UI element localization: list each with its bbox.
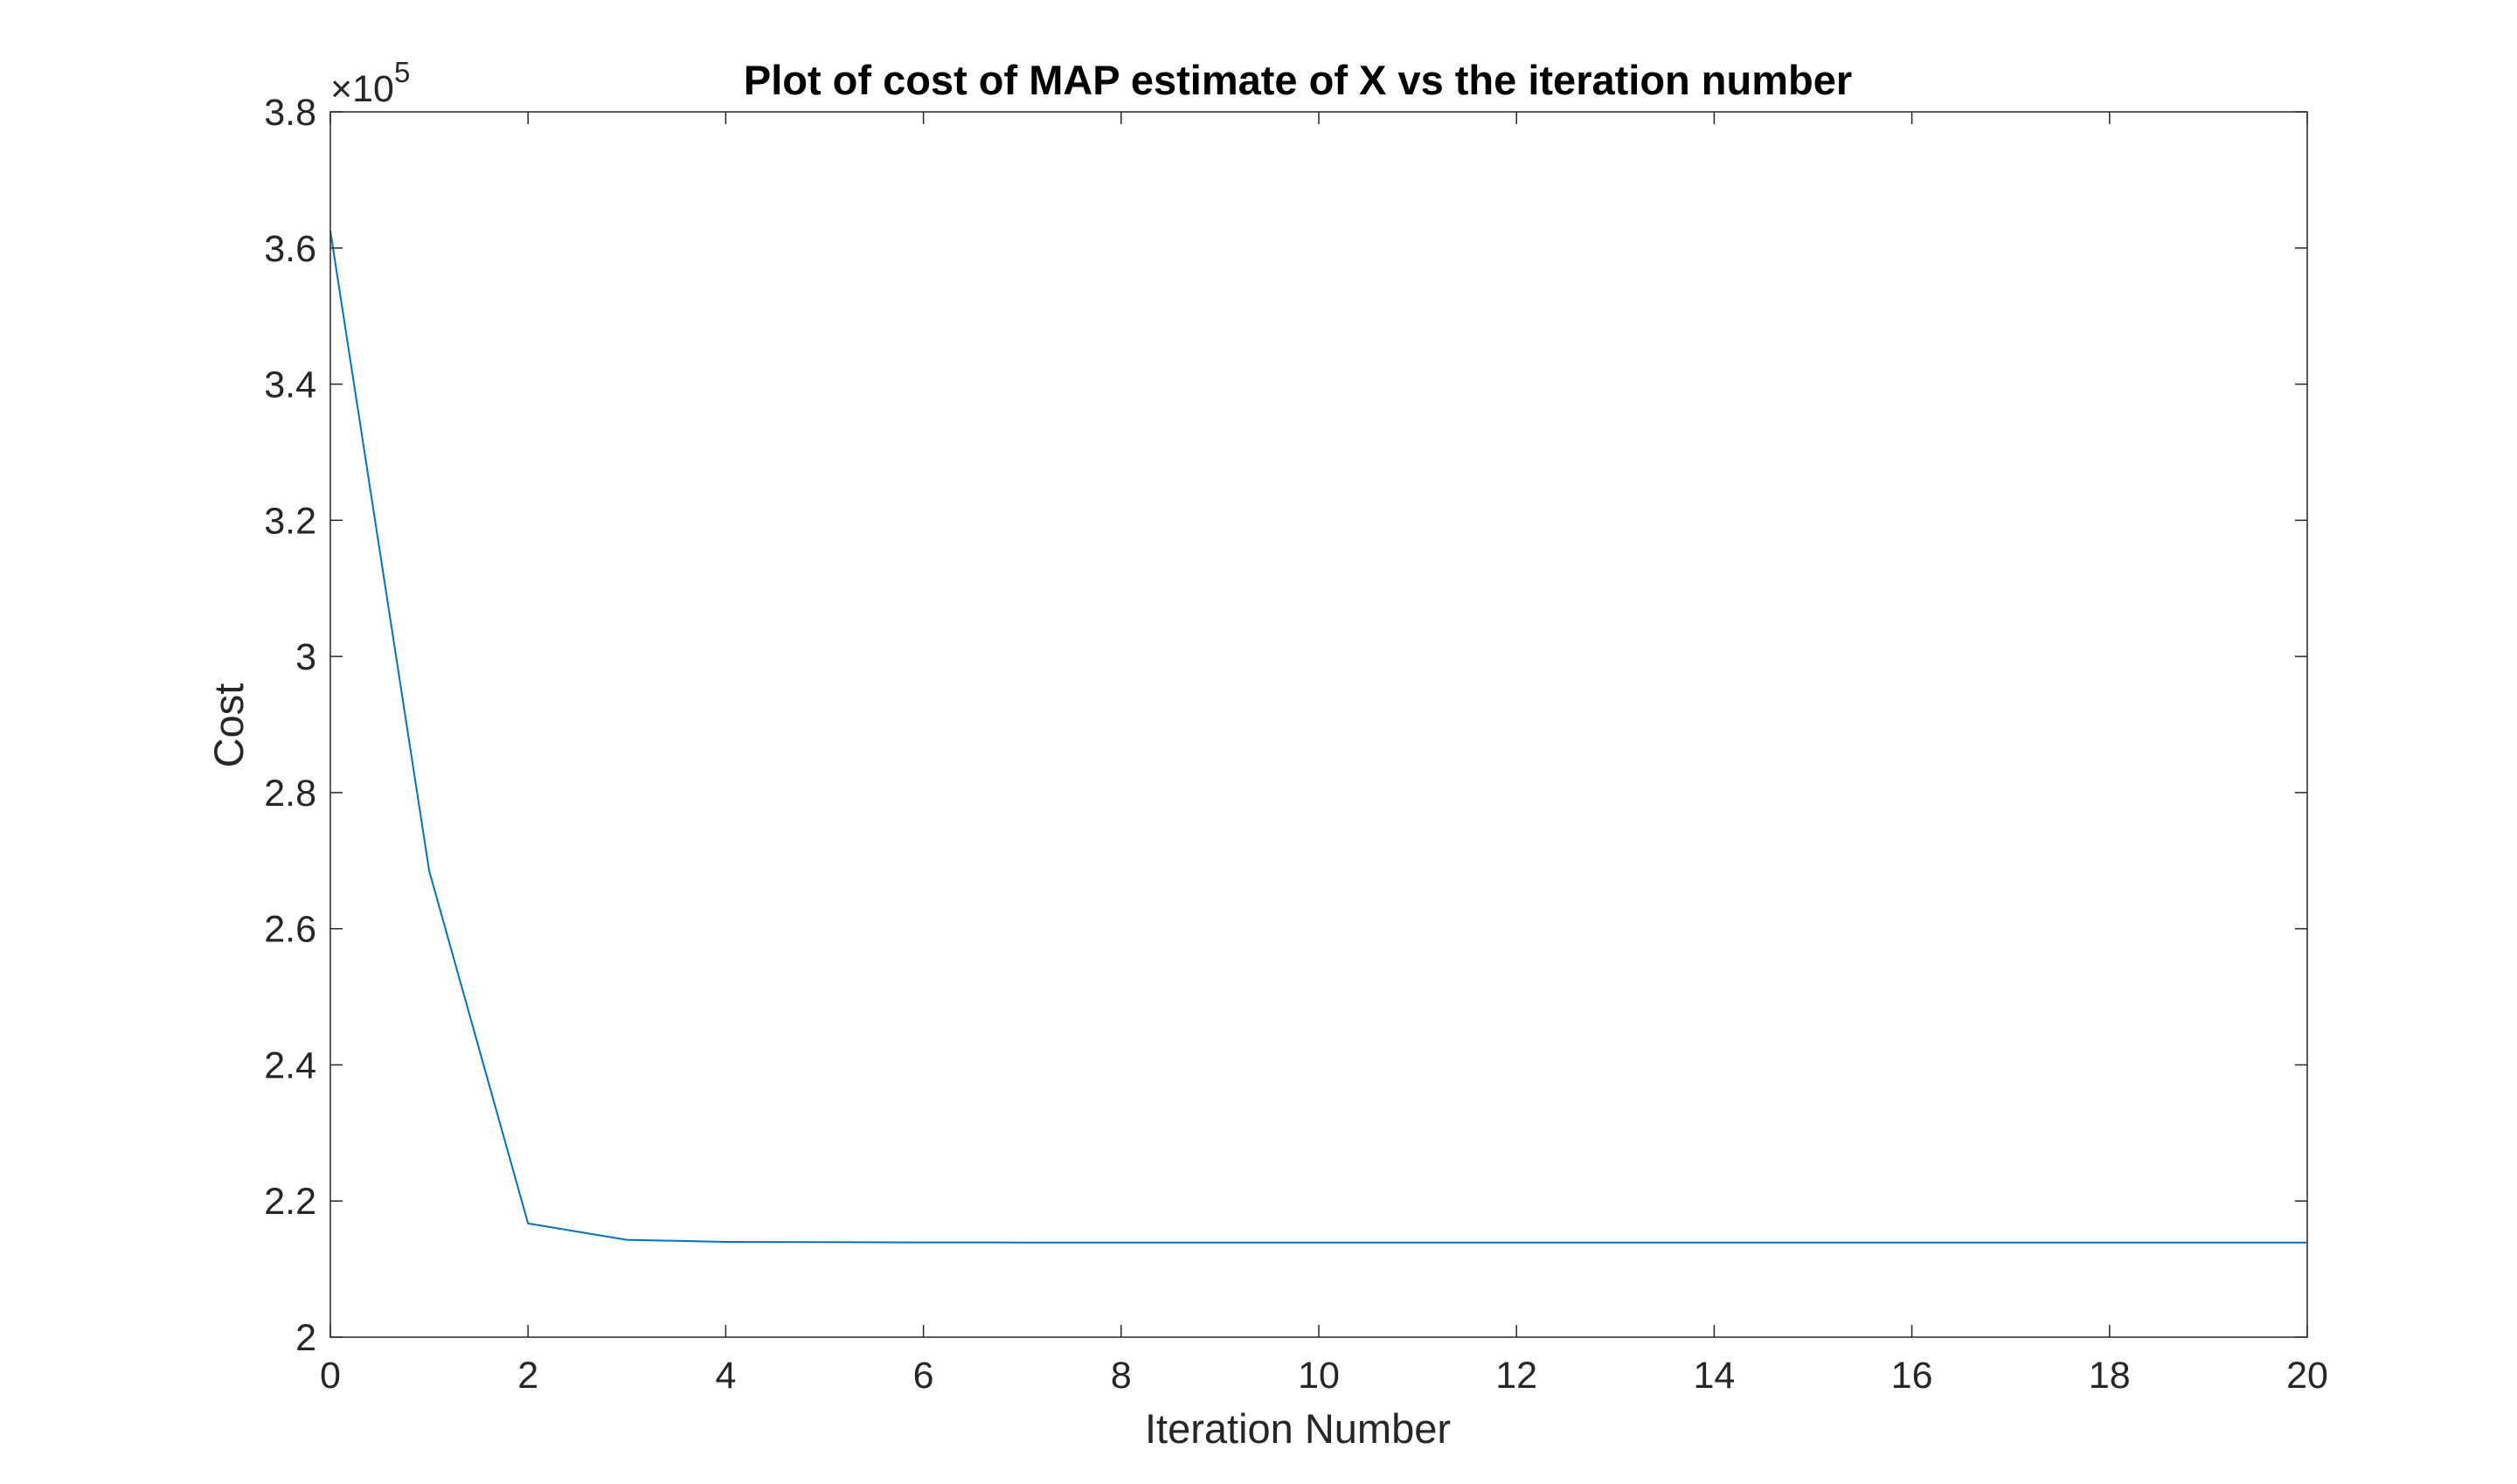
y-exponent-base: ×10 <box>330 68 394 110</box>
x-axis-label: Iteration Number <box>1145 1405 1451 1452</box>
x-tick-label: 12 <box>1495 1355 1537 1397</box>
x-tick-label: 16 <box>1891 1355 1933 1397</box>
y-axis-label: Cost <box>205 683 252 768</box>
y-tick-label: 3.4 <box>264 364 316 406</box>
x-tick-label: 2 <box>517 1355 538 1397</box>
x-tick-label: 6 <box>913 1355 934 1397</box>
x-tick-label: 8 <box>1111 1355 1132 1397</box>
y-exponent-power: 5 <box>394 56 410 88</box>
chart-title: Plot of cost of MAP estimate of X vs the… <box>744 57 1852 103</box>
y-tick-label: 2.4 <box>264 1044 316 1086</box>
y-tick-label: 3.2 <box>264 500 316 542</box>
x-tick-label: 10 <box>1298 1355 1340 1397</box>
plot-frame <box>329 111 2308 1338</box>
y-axis-exponent: ×105 <box>330 56 410 110</box>
x-tick-label: 0 <box>320 1355 341 1397</box>
y-tick-label: 3.6 <box>264 228 316 270</box>
y-tick-label: 2.2 <box>264 1181 316 1223</box>
series-layer <box>329 231 2307 1244</box>
x-tick-label: 4 <box>715 1355 736 1397</box>
x-tick-label: 18 <box>2089 1355 2131 1397</box>
svg-text:×105: ×105 <box>330 56 410 110</box>
series-line-0 <box>329 231 2307 1244</box>
y-tick-label: 2 <box>295 1317 316 1359</box>
label-layer: 0 2 4 6 8 10 12 14 16 18 2022.22.42.62.833.23.43.6… <box>264 92 2328 1397</box>
y-tick-label: 3.8 <box>264 92 316 134</box>
y-tick-label: 2.8 <box>264 773 316 815</box>
x-tick-label: 20 <box>2286 1355 2328 1397</box>
x-tick-label: 14 <box>1693 1355 1735 1397</box>
y-tick-label: 3 <box>295 636 316 678</box>
y-tick-label: 2.6 <box>264 909 316 951</box>
plot-area <box>330 112 2307 1337</box>
